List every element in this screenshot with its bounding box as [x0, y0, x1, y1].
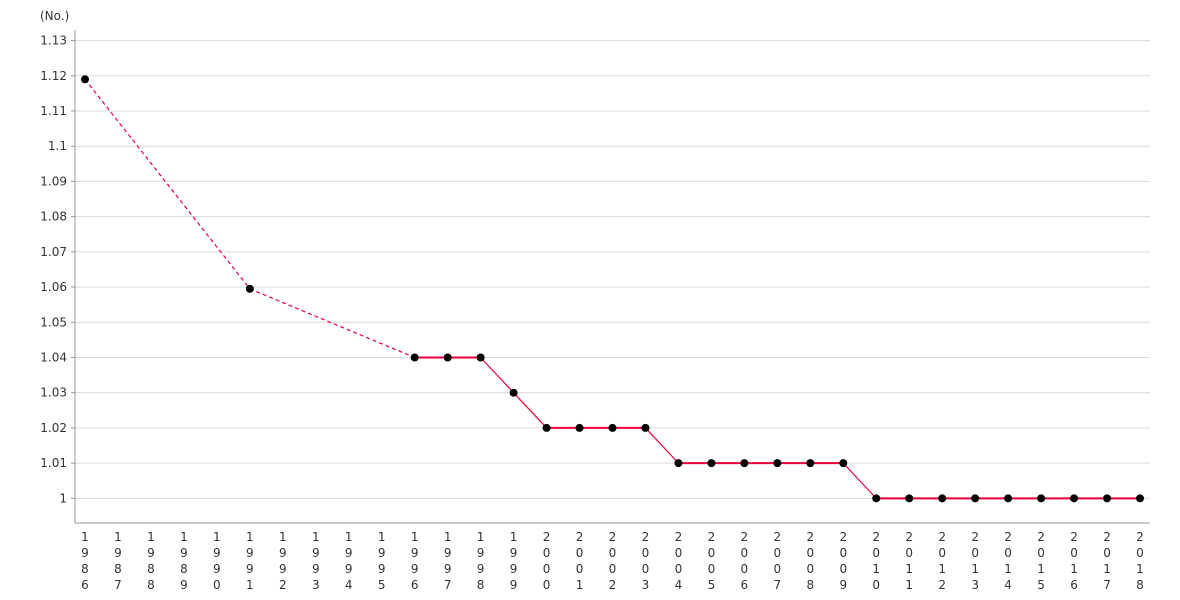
y-axis-label: (No.)	[40, 9, 69, 23]
series-points	[81, 75, 1144, 503]
y-tick-label: 1.02	[40, 421, 67, 435]
data-point	[773, 459, 782, 468]
y-tick-label: 1.07	[40, 245, 67, 259]
data-point	[872, 494, 881, 503]
data-point	[740, 459, 749, 468]
data-point	[839, 459, 848, 468]
gridlines	[75, 40, 1150, 499]
data-point	[1136, 494, 1144, 503]
y-tick-label: 1.06	[40, 280, 67, 294]
y-tick-label: 1.1	[48, 139, 67, 153]
y-tick-label: 1.13	[40, 34, 67, 48]
data-point	[476, 353, 485, 362]
data-point	[674, 459, 683, 468]
data-point	[806, 459, 815, 468]
y-tick-label: 1.05	[40, 315, 67, 329]
data-point	[1103, 494, 1112, 503]
y-tick-label: 1.11	[40, 104, 67, 118]
y-tick-labels: 1 1.01 1.02 1.03 1.04 1.05 1.06 1.07 1.08 1.09 1.1…	[40, 34, 67, 506]
data-point	[905, 494, 914, 503]
data-point	[707, 459, 716, 468]
series-segment	[480, 357, 515, 394]
data-point	[575, 423, 584, 432]
data-point	[641, 423, 650, 432]
data-point	[443, 353, 452, 362]
y-tick-label: 1.01	[40, 456, 67, 470]
y-tick-label: 1.09	[40, 174, 67, 188]
data-point	[1070, 494, 1079, 503]
x-tick-labels: 1 9 8 6 1 9 8 7 1 9 8 8 1 9 8 9 1 9 9 0 1 9 9 1 1 9 9 2 1 9 9 3 1 9 9 4 1 9 9 5…	[81, 530, 1144, 592]
series-lines	[84, 78, 1140, 500]
series-segment	[249, 288, 415, 359]
y-tick-label: 1.08	[40, 210, 67, 224]
data-point	[542, 423, 551, 432]
axes	[71, 30, 1150, 524]
series-segment	[645, 427, 679, 464]
y-tick-label: 1	[59, 491, 67, 505]
data-point	[81, 75, 89, 84]
y-tick-label: 1.12	[40, 69, 67, 83]
series-segment	[84, 78, 251, 290]
data-point	[509, 388, 518, 397]
data-point	[245, 284, 254, 293]
data-point	[1037, 494, 1046, 503]
data-point	[971, 494, 980, 503]
series-segment	[513, 392, 548, 429]
data-point	[608, 423, 617, 432]
data-point	[1004, 494, 1013, 503]
y-tick-label: 1.04	[40, 350, 67, 364]
series-segment	[842, 462, 877, 499]
data-point	[938, 494, 947, 503]
data-point	[410, 353, 419, 362]
y-tick-label: 1.03	[40, 386, 67, 400]
